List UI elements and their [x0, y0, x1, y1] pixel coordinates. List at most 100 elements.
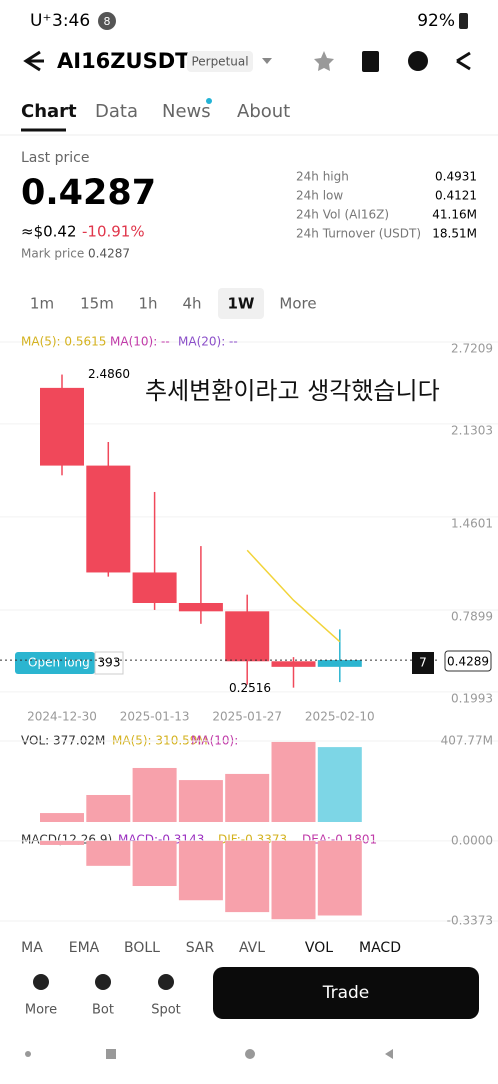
tab[interactable]: Chart [21, 101, 77, 122]
ma-legend: MA(20): -- [178, 335, 238, 349]
macd-bar [178, 840, 223, 901]
macd-tick: 0.0000 [451, 833, 493, 847]
x-tick-label: 2025-02-10 [305, 710, 375, 724]
alert[interactable] [408, 51, 428, 71]
x-tick-label: 2025-01-13 [120, 710, 190, 724]
vol-bar [317, 747, 362, 822]
vol-bar [178, 780, 223, 822]
interval[interactable]: 4h [182, 295, 201, 313]
y-tick-label: 2.1303 [451, 423, 493, 437]
nav-circle[interactable] [245, 1049, 255, 1059]
interval[interactable]: More [279, 295, 316, 313]
nav-label[interactable]: More [25, 1003, 57, 1018]
dropdown[interactable] [262, 58, 272, 64]
nav-icon[interactable] [158, 974, 174, 990]
badge-bg [98, 12, 116, 30]
candle-body [178, 602, 223, 612]
nav-icon[interactable] [95, 974, 111, 990]
order-label[interactable]: Open long [28, 656, 90, 670]
interval[interactable]: 15m [80, 295, 114, 313]
candle-body [40, 387, 84, 466]
change: -10.91% [82, 223, 145, 241]
tab[interactable]: News [162, 101, 211, 122]
tag[interactable]: Perpetual [191, 55, 248, 69]
order-qty: 393 [98, 656, 121, 670]
interval-active [218, 288, 264, 319]
current-bg [444, 650, 492, 672]
x-tick-label: 2024-12-30 [27, 710, 97, 724]
battery-icon [459, 13, 468, 29]
stat-label: 24h Turnover (USDT) [296, 227, 421, 241]
mark-price: 0.4287 [88, 247, 130, 261]
order-qty-bg [94, 651, 124, 675]
news-dot [206, 98, 212, 104]
indicator[interactable]: BOLL [124, 940, 160, 956]
ma-legend: MA(5): 0.5615 [21, 335, 106, 349]
clock: 3:46 [52, 11, 90, 31]
tag-bg [187, 51, 253, 72]
nav-label[interactable]: Spot [151, 1003, 181, 1018]
indicator[interactable]: MACD [359, 940, 401, 956]
tab[interactable]: Data [95, 101, 138, 122]
vol-tick: 407.77M [441, 734, 493, 748]
y-tick-label: 2.7209 [451, 341, 493, 355]
vol-bar [271, 741, 316, 822]
macd-bar [271, 840, 316, 920]
order-bg [15, 652, 95, 674]
carrier: U⁺ [30, 11, 51, 31]
interval[interactable]: 1m [30, 295, 54, 313]
count-bg [412, 652, 434, 674]
indicator[interactable]: EMA [69, 940, 100, 956]
candle-body [86, 465, 131, 573]
back[interactable] [23, 50, 44, 72]
nav-dot[interactable] [25, 1051, 31, 1057]
overlay-text: 추세변환이라고 생각했습니다 [145, 377, 440, 405]
notes[interactable] [362, 51, 379, 72]
macd-tick: -0.3373 [447, 913, 493, 927]
macd-bar [40, 840, 84, 845]
stat-label: 24h high [296, 170, 349, 184]
x-tick-label: 2025-01-27 [212, 710, 282, 724]
trade-label[interactable]: Trade [322, 983, 370, 1003]
price-label: Last price [21, 150, 89, 166]
stat-label: 24h Vol (AI16Z) [296, 208, 389, 222]
stat-value: 0.4931 [435, 170, 477, 184]
interval[interactable]: 1W [228, 295, 255, 313]
y-tick-label: 0.7899 [451, 609, 493, 623]
candle-body [132, 572, 177, 603]
nav-back[interactable] [385, 1049, 393, 1059]
nav-icon[interactable] [33, 974, 49, 990]
trade-button[interactable] [213, 967, 479, 1019]
stat-value: 41.16M [432, 208, 477, 222]
stat-label: 24h low [296, 189, 343, 203]
star[interactable] [314, 51, 334, 71]
last-price: 0.4287 [21, 173, 156, 213]
high-annotation: 2.4860 [88, 367, 130, 381]
indicator[interactable]: VOL [305, 940, 333, 956]
indicator[interactable]: AVL [239, 940, 265, 956]
badge: 8 [104, 15, 111, 28]
ma-legend: MA(10): -- [110, 335, 170, 349]
nav-home[interactable] [106, 1049, 116, 1059]
stat-value: 0.4121 [435, 189, 477, 203]
y-tick-label: 1.4601 [451, 516, 493, 530]
low-annotation: 0.2516 [229, 681, 271, 695]
share[interactable] [456, 51, 471, 71]
interval[interactable]: 1h [138, 295, 157, 313]
indicator[interactable]: SAR [186, 940, 215, 956]
tab[interactable]: About [237, 101, 290, 122]
macd-bar [86, 840, 131, 866]
vol-bar [40, 813, 84, 822]
order-count: 7 [419, 656, 427, 670]
usd-price: ≈$0.42 [21, 223, 77, 241]
macd-bar [225, 840, 270, 913]
indicator-bar [0, 929, 498, 965]
candle-body [317, 660, 362, 667]
indicator[interactable]: MA [21, 940, 43, 956]
y-tick-label: 0.1993 [451, 691, 493, 705]
current-price: 0.4289 [447, 655, 489, 669]
nav-label[interactable]: Bot [92, 1003, 114, 1018]
vol-bar [86, 794, 131, 822]
candle-body [225, 611, 270, 662]
